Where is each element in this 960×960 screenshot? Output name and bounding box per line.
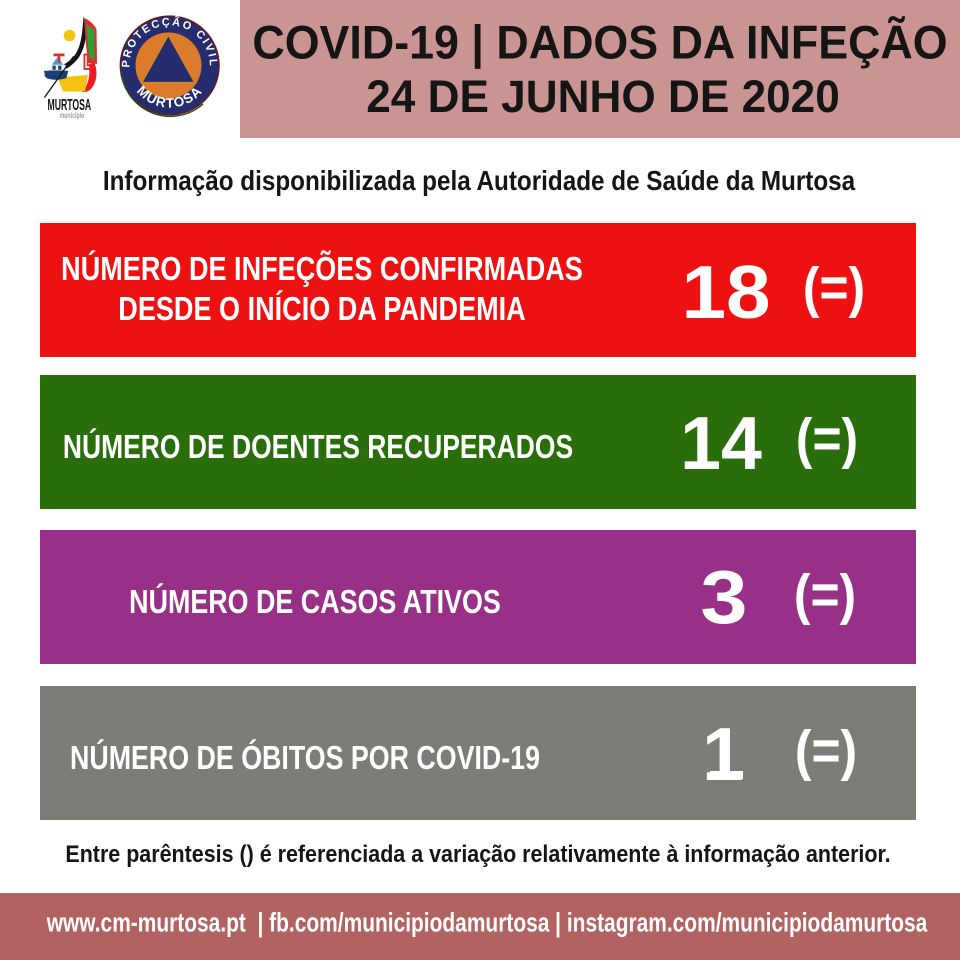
- svg-text:MURTOSA: MURTOSA: [48, 96, 92, 113]
- svg-text:município: município: [60, 112, 85, 120]
